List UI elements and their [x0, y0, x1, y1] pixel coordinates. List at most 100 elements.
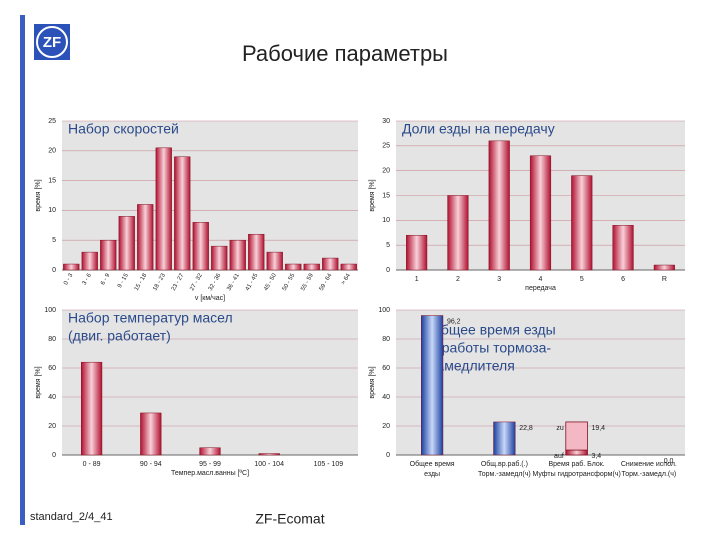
x-tick-label: 45 - 50 — [263, 272, 278, 292]
x-tick-label: 50 - 55 — [282, 272, 297, 292]
y-tick-label: 25 — [48, 118, 56, 125]
bar — [653, 264, 675, 271]
x-tick-label: 36 - 41 — [226, 272, 241, 292]
y-tick-label: 40 — [48, 394, 56, 401]
y-tick-label: 20 — [48, 148, 56, 155]
value-label: 19,4 — [591, 425, 605, 432]
bar — [199, 447, 221, 456]
x-tick-label: 23 - 27 — [171, 272, 186, 292]
x-axis-label: Темпер.масл.ванны [ºC] — [171, 470, 249, 477]
bar — [81, 251, 98, 271]
x-tick-label: 3 — [497, 276, 501, 283]
value-label: 3,4 — [591, 453, 601, 460]
bar — [192, 222, 209, 271]
x-tick-label: 4 — [539, 276, 543, 283]
bar — [529, 155, 552, 271]
x-tick-label: R — [662, 276, 667, 283]
bar — [612, 225, 634, 271]
bar — [266, 251, 283, 271]
plot-area — [62, 310, 358, 455]
y-tick-label: 100 — [378, 307, 390, 314]
chart-title: Набор температур масел — [68, 310, 233, 326]
logo-ring — [36, 26, 68, 58]
x-tick-label: 18 - 23 — [152, 272, 167, 292]
x-tick-label: 3 - 6 — [82, 272, 94, 286]
y-tick-label: 20 — [382, 168, 390, 175]
y-tick-label: 0 — [52, 452, 56, 459]
y-tick-label: 0 — [386, 452, 390, 459]
bar — [571, 175, 593, 271]
bar — [211, 245, 228, 271]
x-tick-label: 15 - 18 — [134, 272, 149, 292]
value-label: 0,0 — [664, 458, 674, 465]
bar — [137, 204, 154, 271]
x-tick-label: 105 - 109 — [314, 461, 344, 468]
bar — [118, 216, 135, 271]
x-tick-label: Снижение испол. — [621, 461, 677, 468]
bar — [100, 239, 117, 271]
x-tick-label: 0 - 3 — [63, 272, 75, 286]
y-tick-label: 100 — [44, 307, 56, 314]
logo: ZF — [43, 34, 61, 51]
value-label: 96,2 — [447, 318, 461, 325]
bar-segment — [565, 421, 588, 451]
x-tick-label: 1 — [415, 276, 419, 283]
chart-title: Доли езды на передачу — [402, 121, 555, 137]
y-axis-label: время [%] — [35, 366, 42, 398]
y-tick-label: 10 — [382, 217, 390, 224]
chart-title: Общее время езды — [430, 322, 556, 338]
y-tick-label: 60 — [382, 365, 390, 372]
x-tick-label: 2 — [456, 276, 460, 283]
y-axis-label: время [%] — [35, 179, 42, 211]
series-name: auf — [554, 453, 564, 460]
x-tick-label: Торм.-замедл(ч) — [478, 471, 531, 478]
bar — [174, 156, 191, 271]
bar — [340, 263, 357, 271]
x-tick-label: 95 - 99 — [199, 461, 221, 468]
logo-box — [34, 24, 70, 60]
x-axis-label: передача — [525, 285, 556, 292]
bar — [322, 257, 339, 271]
bar — [303, 263, 320, 271]
x-tick-label: 27 - 32 — [189, 272, 204, 292]
bar — [155, 147, 172, 271]
footer-center: ZF-Ecomat — [255, 511, 324, 527]
y-tick-label: 0 — [386, 267, 390, 274]
y-tick-label: 10 — [48, 207, 56, 214]
x-tick-label: Торм.-замедл.(ч) — [622, 471, 677, 478]
y-tick-label: 5 — [386, 242, 390, 249]
x-tick-label: 6 — [621, 276, 625, 283]
y-tick-label: 15 — [382, 192, 390, 199]
x-tick-label: > 64 — [341, 272, 352, 286]
y-tick-label: 20 — [48, 423, 56, 430]
x-tick-label: 9 - 15 — [117, 272, 130, 289]
chart-title: и работы тормоза- — [430, 340, 551, 356]
bar — [63, 263, 80, 271]
y-tick-label: 60 — [48, 365, 56, 372]
slide-title: Рабочие параметры — [242, 41, 448, 66]
footer-left: standard_2/4_41 — [30, 511, 113, 523]
bar — [488, 140, 510, 271]
bar — [140, 412, 162, 456]
plot-area — [396, 310, 685, 455]
y-axis-label: время [%] — [369, 179, 376, 211]
side-bar — [20, 15, 25, 525]
value-label: 22,8 — [519, 425, 533, 432]
y-tick-label: 25 — [382, 143, 390, 150]
y-tick-label: 80 — [48, 336, 56, 343]
x-tick-label: 100 - 104 — [254, 461, 284, 468]
chart-title: замедлителя — [430, 358, 515, 374]
chart-title: Набор скоростей — [68, 121, 179, 137]
bar — [229, 239, 246, 271]
series-name: zu — [556, 425, 564, 432]
y-tick-label: 0 — [52, 267, 56, 274]
x-tick-label: 0 - 89 — [83, 461, 101, 468]
chart-title: (двиг. работает) — [68, 328, 171, 344]
x-tick-label: Муфты гидротрансформ(ч) — [532, 471, 620, 478]
x-axis-label: v [км/час] — [195, 295, 225, 302]
bar — [493, 421, 516, 456]
y-tick-label: 40 — [382, 394, 390, 401]
x-tick-label: Общее время — [410, 460, 455, 468]
y-tick-label: 20 — [382, 423, 390, 430]
